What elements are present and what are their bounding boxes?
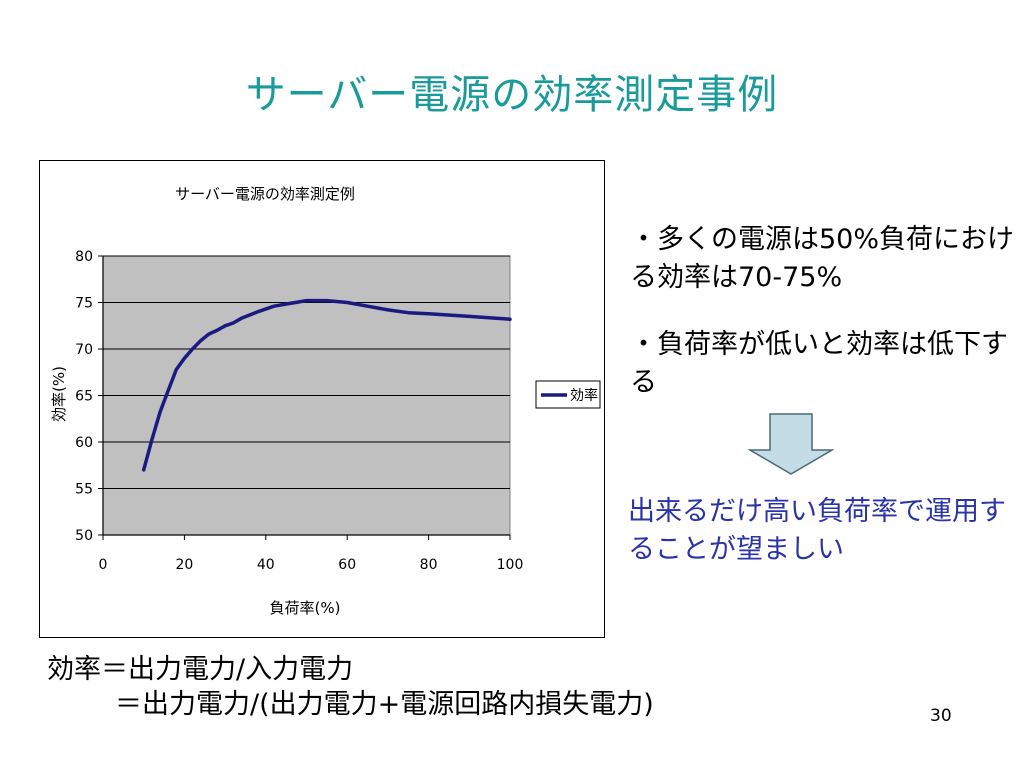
bullet-low-load-efficiency: ・負荷率が低いと効率は低下する	[630, 329, 1008, 398]
formula-line-2: ＝出力電力/(出力電力+電源回路内損失電力)	[115, 689, 654, 720]
y-axis-label: 効率(%)	[50, 366, 68, 422]
legend-label: 効率	[570, 387, 598, 404]
y-tick-label: 70	[75, 342, 93, 358]
y-tick-label: 60	[75, 435, 93, 451]
y-tick-label: 50	[75, 528, 93, 544]
x-tick-label: 20	[175, 557, 193, 573]
chart-title: サーバー電源の効率測定例	[175, 185, 355, 203]
y-tick-label: 75	[75, 296, 93, 312]
formula-line-1: 効率＝出力電力/入力電力	[47, 654, 354, 685]
down-arrow-icon	[748, 413, 834, 475]
page-number: 30	[930, 706, 952, 726]
x-tick-label: 0	[99, 557, 108, 573]
y-tick-label: 65	[75, 389, 93, 405]
legend: 効率	[535, 380, 601, 409]
x-tick-label: 60	[338, 557, 356, 573]
conclusion-text: 出来るだけ高い負荷率で運用することが望ましい	[628, 496, 1006, 565]
y-tick-label: 80	[75, 249, 93, 265]
chart-container: サーバー電源の効率測定例 50 55 60 65 70 75 80 0 20 40 60 80 100 …	[39, 160, 605, 638]
x-axis-label: 負荷率(%)	[270, 599, 341, 617]
x-tick-label: 100	[497, 557, 524, 573]
slide-title: サーバー電源の効率測定事例	[245, 72, 779, 118]
x-tick-label: 40	[257, 557, 275, 573]
efficiency-series-line	[141, 298, 512, 472]
bullet-efficiency-at-half-load: ・多くの電源は50%負荷における効率は70-75%	[630, 224, 1015, 293]
x-tick-label: 80	[420, 557, 438, 573]
y-tick-label: 55	[75, 482, 93, 498]
